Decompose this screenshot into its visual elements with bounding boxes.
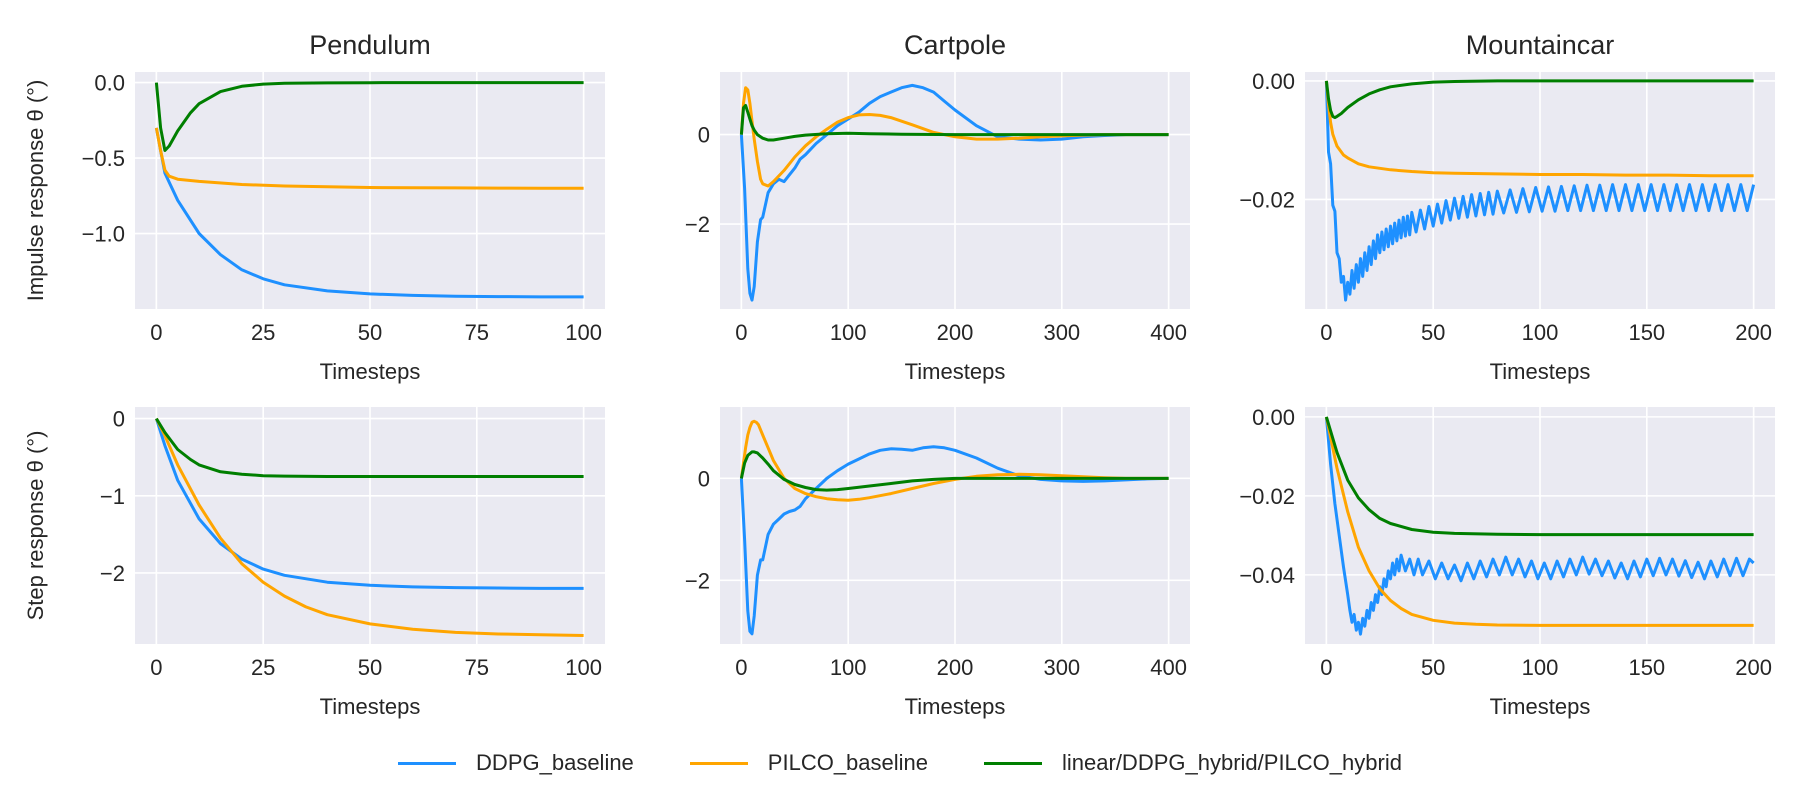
y-tick-label: 0: [113, 407, 125, 432]
x-tick-label: 75: [465, 655, 489, 680]
panel-p11: 0 100 200 300 400 0 −2 Timesteps: [685, 407, 1190, 719]
x-tick-label: 100: [1522, 320, 1559, 345]
x-tick-label: 200: [1735, 320, 1772, 345]
x-tick-label: 200: [1735, 655, 1772, 680]
series-line-linear-ddpg-hybrid-pilco-hybrid: [155, 417, 584, 478]
legend-swatch-hybrid: [984, 761, 1043, 765]
series-line-pilco-baseline: [155, 417, 584, 637]
y-tick-label: −2: [100, 561, 125, 586]
legend-label-pilco-baseline: PILCO_baseline: [767, 750, 929, 775]
x-tick-label: 0: [735, 655, 747, 680]
legend-swatch-ddpg-baseline: [398, 761, 457, 765]
x-tick-label: 50: [1421, 655, 1445, 680]
x-tick-label: 100: [565, 655, 602, 680]
x-tick-label: 400: [1150, 320, 1187, 345]
series-line-pilco-baseline: [1324, 416, 1754, 627]
legend: DDPG_baseline PILCO_baseline linear/DDPG…: [0, 738, 1800, 788]
legend-label-hybrid: linear/DDPG_hybrid/PILCO_hybrid: [1062, 750, 1402, 775]
series-line-pilco-baseline: [739, 419, 1169, 502]
x-tick-label: 150: [1628, 655, 1665, 680]
x-tick-label: 100: [830, 320, 867, 345]
series-line-ddpg-baseline: [154, 418, 584, 590]
x-tick-label: 0: [1320, 320, 1332, 345]
y-tick-label: −0.02: [1239, 484, 1295, 509]
x-tick-label: 150: [1628, 320, 1665, 345]
x-tick-label: 50: [358, 320, 382, 345]
series-line-ddpg-baseline: [1324, 416, 1755, 636]
legend-item-pilco-baseline: PILCO_baseline: [689, 750, 929, 776]
panel-title: Mountaincar: [1466, 30, 1615, 60]
x-tick-label: 100: [1522, 655, 1559, 680]
x-tick-label: 100: [830, 655, 867, 680]
y-tick-label: −0.04: [1239, 563, 1295, 588]
x-axis-label: Timesteps: [1490, 694, 1591, 719]
x-tick-label: 50: [1421, 320, 1445, 345]
legend-item-hybrid: linear/DDPG_hybrid/PILCO_hybrid: [984, 750, 1402, 776]
series-line-linear-ddpg-hybrid-pilco-hybrid: [1324, 79, 1754, 120]
y-tick-label: −0.02: [1239, 187, 1295, 212]
x-tick-label: 50: [358, 655, 382, 680]
series-line-linear-ddpg-hybrid-pilco-hybrid: [739, 104, 1169, 142]
series-line-ddpg-baseline: [154, 127, 584, 299]
series-line-linear-ddpg-hybrid-pilco-hybrid: [739, 450, 1169, 492]
series-line-linear-ddpg-hybrid-pilco-hybrid: [1324, 416, 1754, 537]
series-line-pilco-baseline: [739, 86, 1169, 188]
x-tick-label: 0: [735, 320, 747, 345]
x-tick-label: 100: [565, 320, 602, 345]
panel-p12: 0 50 100 150 200 0.00 −0.02 −0.04 Timesteps: [1239, 405, 1775, 719]
x-tick-label: 0: [1320, 655, 1332, 680]
x-tick-label: 200: [937, 655, 974, 680]
x-tick-label: 400: [1150, 655, 1187, 680]
x-axis-label: Timesteps: [320, 359, 421, 384]
x-tick-label: 300: [1043, 320, 1080, 345]
x-tick-label: 0: [150, 655, 162, 680]
x-axis-label: Timesteps: [1490, 359, 1591, 384]
y-tick-label: −1: [100, 484, 125, 509]
legend-swatch-pilco-baseline: [689, 761, 748, 765]
series-line-ddpg-baseline: [1324, 80, 1756, 302]
y-tick-label: −0.5: [82, 146, 125, 171]
panel-title: Cartpole: [904, 30, 1006, 60]
panel-p10: 0 25 50 75 100 0 −1 −2 Timesteps Step response θ …: [23, 407, 605, 719]
y-axis-label: Impulse response θ (°): [23, 80, 48, 302]
x-axis-label: Timesteps: [905, 359, 1006, 384]
y-tick-label: −2: [685, 212, 710, 237]
y-tick-label: 0: [698, 466, 710, 491]
series-line-pilco-baseline: [154, 127, 584, 190]
series-line-linear-ddpg-hybrid-pilco-hybrid: [154, 81, 584, 152]
y-axis-label: Step response θ (°): [23, 431, 48, 621]
x-axis-label: Timesteps: [320, 694, 421, 719]
x-tick-label: 75: [465, 320, 489, 345]
y-tick-label: 0.00: [1252, 69, 1295, 94]
y-tick-label: 0.00: [1252, 405, 1295, 430]
legend-item-ddpg-baseline: DDPG_baseline: [398, 750, 634, 776]
panel-p02: 0 50 100 150 200 0.00 −0.02 Timesteps Mountainca…: [1239, 30, 1775, 384]
panel-p00: 0 25 50 75 100 0.0 −0.5 −1.0 Timesteps Impulse re…: [23, 30, 605, 384]
y-tick-label: 0: [698, 123, 710, 148]
x-tick-label: 300: [1043, 655, 1080, 680]
series-line-pilco-baseline: [1324, 80, 1754, 178]
y-tick-label: −1.0: [82, 222, 125, 247]
panel-title: Pendulum: [309, 30, 431, 60]
y-tick-label: −2: [685, 568, 710, 593]
x-tick-label: 0: [150, 320, 162, 345]
x-tick-label: 25: [251, 320, 275, 345]
x-tick-label: 25: [251, 655, 275, 680]
panel-p01: 0 100 200 300 400 0 −2 Timesteps Cartpole: [685, 30, 1190, 384]
legend-label-ddpg-baseline: DDPG_baseline: [476, 750, 634, 775]
x-axis-label: Timesteps: [905, 694, 1006, 719]
y-tick-label: 0.0: [94, 71, 125, 96]
x-tick-label: 200: [937, 320, 974, 345]
